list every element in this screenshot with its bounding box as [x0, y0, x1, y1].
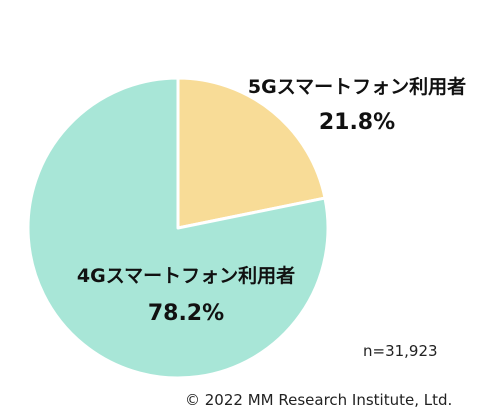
copyright-note: © 2022 MM Research Institute, Ltd.	[185, 391, 453, 409]
slice-label-5g: 5Gスマートフォン利用者	[248, 76, 466, 98]
pie-slice-4g	[26, 76, 330, 380]
pie-slices	[26, 76, 330, 380]
slice-value-4g: 78.2%	[148, 301, 224, 326]
slice-value-5g: 21.8%	[319, 110, 395, 135]
slice-label-4g: 4Gスマートフォン利用者	[77, 265, 295, 287]
sample-size-note: n=31,923	[363, 342, 438, 360]
pie-slice-5g	[176, 76, 327, 230]
